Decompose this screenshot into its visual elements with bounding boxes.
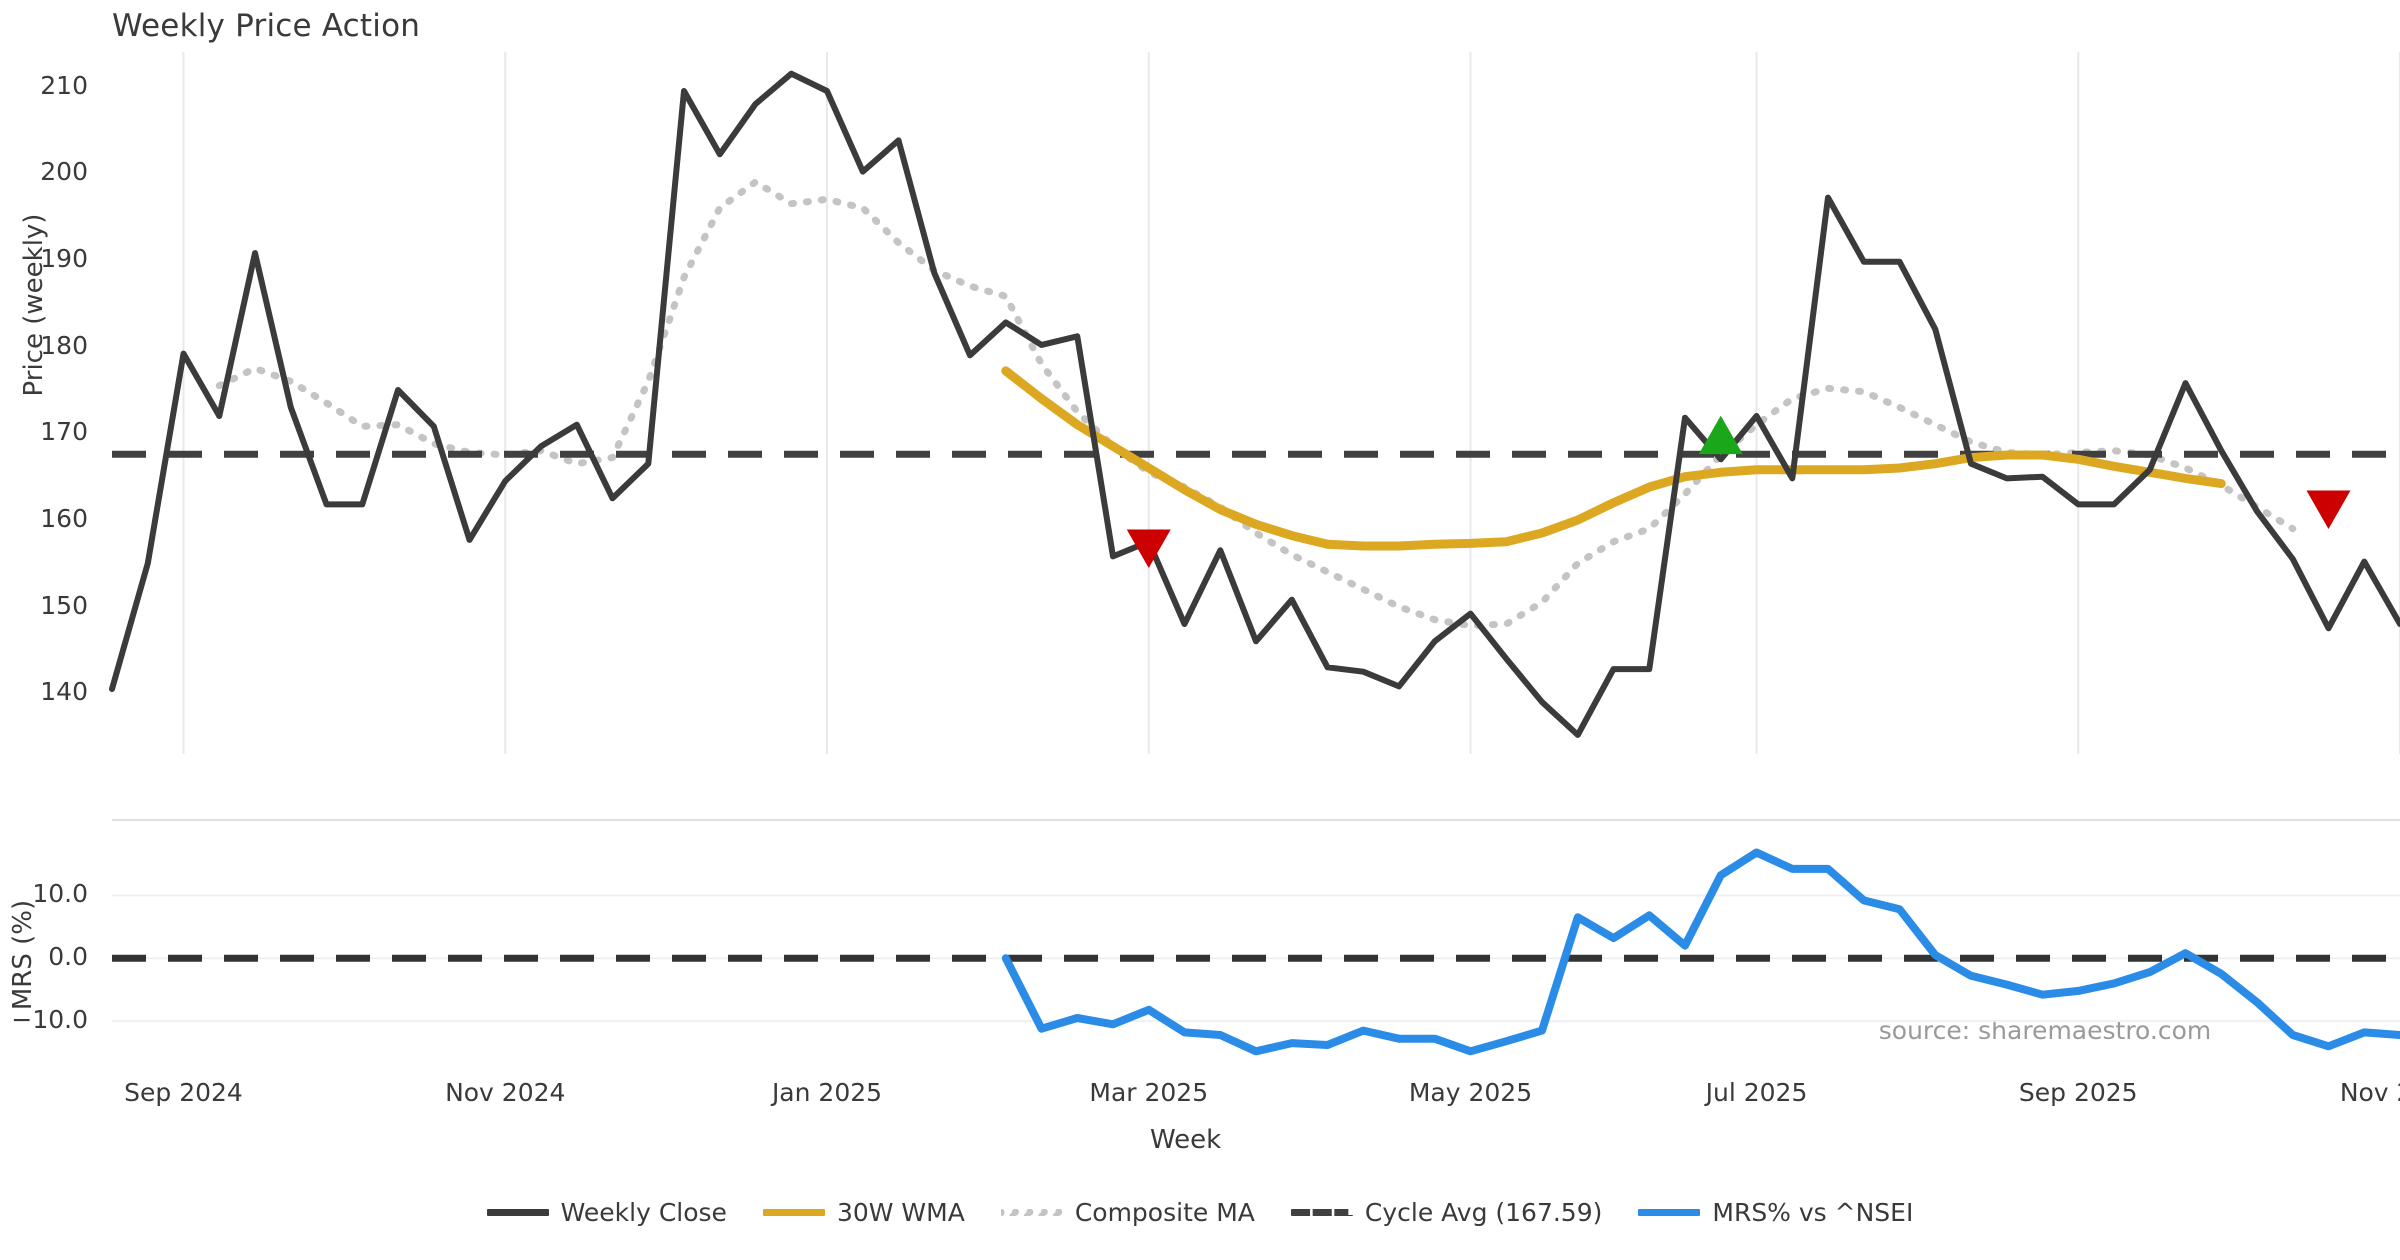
x-tick: May 2025 bbox=[1408, 1078, 1533, 1107]
price-y-tick: 190 bbox=[40, 244, 88, 273]
legend-label: Cycle Avg (167.59) bbox=[1364, 1198, 1603, 1227]
buy-signal-marker bbox=[1698, 415, 1743, 455]
x-tick: Sep 2024 bbox=[124, 1078, 243, 1107]
legend-item-0[interactable]: Weekly Close bbox=[486, 1198, 727, 1227]
legend-label: MRS% vs ^NSEI bbox=[1712, 1198, 1914, 1227]
x-tick: Nov 2024 bbox=[445, 1078, 566, 1107]
mrs-series-layer bbox=[112, 848, 2400, 1056]
signal-markers-layer bbox=[1126, 415, 2351, 568]
x-tick: Jul 2025 bbox=[1705, 1078, 1808, 1107]
legend-label: Composite MA bbox=[1074, 1198, 1255, 1227]
legend-item-2[interactable]: Composite MA bbox=[1000, 1198, 1255, 1227]
price-y-tick: 140 bbox=[40, 677, 88, 707]
chart-legend: Weekly Close 30W WMA Composite MA Cycle Avg… bbox=[0, 1198, 2400, 1227]
x-axis-label: Week bbox=[1150, 1125, 1222, 1155]
legend-swatch-icon bbox=[762, 1209, 825, 1216]
legend-swatch-icon bbox=[1000, 1209, 1063, 1216]
legend-item-3[interactable]: Cycle Avg (167.59) bbox=[1290, 1198, 1603, 1227]
legend-label: 30W WMA bbox=[836, 1198, 965, 1227]
price-y-tick: 160 bbox=[40, 504, 88, 533]
x-tick: Jan 2025 bbox=[771, 1078, 883, 1107]
x-tick: Sep 2025 bbox=[2018, 1078, 2138, 1107]
x-tick: Mar 2025 bbox=[1089, 1078, 1209, 1107]
legend-swatch-icon bbox=[486, 1209, 549, 1216]
price-y-tick: 210 bbox=[40, 70, 88, 100]
price-y-tick: 180 bbox=[40, 330, 88, 360]
sell-signal-marker bbox=[2306, 490, 2351, 529]
price-y-tick: 170 bbox=[40, 417, 88, 447]
mrs-y-tick: 0.0 bbox=[48, 942, 88, 972]
legend-swatch-icon bbox=[1290, 1209, 1353, 1216]
legend-item-1[interactable]: 30W WMA bbox=[762, 1198, 965, 1227]
price-series-layer bbox=[109, 70, 2400, 738]
x-tick: Nov 2025 bbox=[2339, 1078, 2400, 1107]
mrs-y-tick: −10.0 bbox=[11, 1005, 88, 1035]
price-y-tick: 200 bbox=[40, 157, 88, 187]
page-title: Weekly Price Action bbox=[112, 8, 421, 44]
price-y-tick: 150 bbox=[40, 590, 88, 620]
legend-label: Weekly Close bbox=[560, 1198, 727, 1227]
mrs-y-tick: 10.0 bbox=[32, 879, 88, 909]
sell-signal-marker bbox=[1126, 529, 1171, 568]
legend-item-4[interactable]: MRS% vs ^NSEI bbox=[1638, 1198, 1913, 1227]
legend-swatch-icon bbox=[1638, 1209, 1701, 1216]
